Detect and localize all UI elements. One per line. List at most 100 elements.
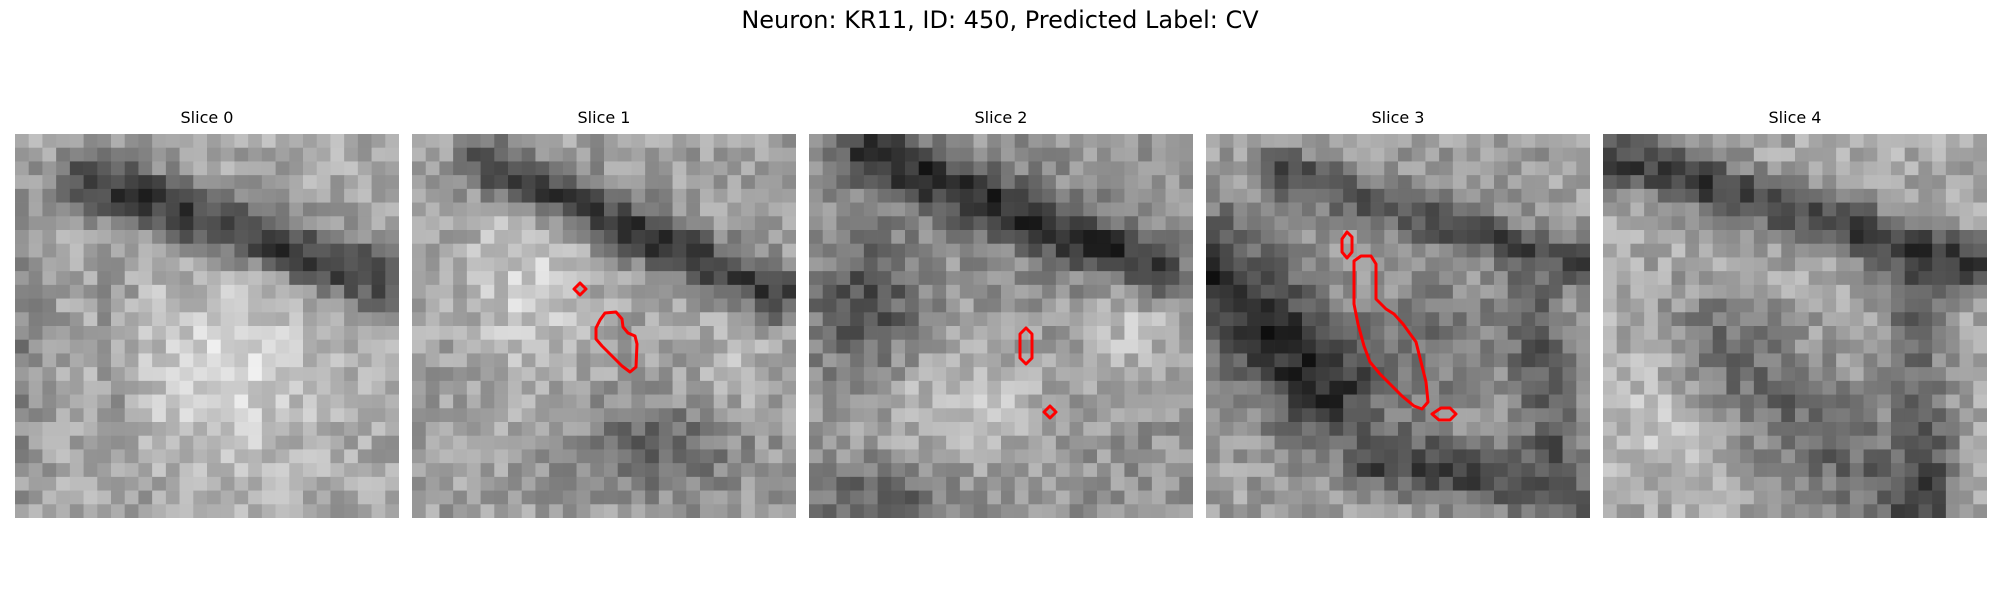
pixel <box>1274 422 1289 437</box>
pixel <box>1849 422 1864 437</box>
pixel <box>1028 161 1043 176</box>
pixel <box>891 175 906 190</box>
pixel <box>1452 463 1467 478</box>
pixel <box>330 408 345 423</box>
pixel <box>946 312 961 327</box>
pixel <box>1671 216 1686 231</box>
pixel <box>686 298 701 313</box>
pixel <box>1247 134 1262 149</box>
pixel <box>494 243 509 258</box>
pixel <box>1603 380 1618 395</box>
pixel <box>357 435 372 450</box>
pixel <box>590 312 605 327</box>
pixel <box>220 202 235 217</box>
pixel <box>562 271 577 286</box>
pixel <box>1671 353 1686 368</box>
pixel <box>56 230 71 245</box>
pixel <box>357 476 372 491</box>
pixel <box>1042 353 1057 368</box>
pixel <box>42 339 57 354</box>
pixel <box>466 202 481 217</box>
pixel <box>330 339 345 354</box>
pixel <box>15 147 30 162</box>
pixel <box>1001 422 1016 437</box>
pixel <box>480 298 495 313</box>
pixel <box>1138 271 1153 286</box>
pixel <box>1151 422 1166 437</box>
pixel <box>152 449 167 464</box>
pixel <box>1781 298 1796 313</box>
pixel <box>809 449 824 464</box>
pixel <box>1932 339 1947 354</box>
pixel <box>289 339 304 354</box>
pixel <box>494 134 509 149</box>
pixel <box>1480 230 1495 245</box>
pixel <box>1767 161 1782 176</box>
pixel <box>1808 326 1823 341</box>
pixel <box>1918 284 1933 299</box>
pixel <box>521 175 536 190</box>
pixel <box>357 175 372 190</box>
pixel <box>56 449 71 464</box>
pixel <box>1891 298 1906 313</box>
pixel <box>1712 134 1727 149</box>
pixel <box>371 408 386 423</box>
pixel <box>1042 463 1057 478</box>
pixel <box>1795 380 1810 395</box>
pixel <box>1781 257 1796 272</box>
pixel <box>549 216 564 231</box>
pixel <box>1356 216 1371 231</box>
pixel <box>1370 284 1385 299</box>
pixel <box>1671 504 1686 518</box>
pixel <box>727 243 742 258</box>
pixel <box>1891 243 1906 258</box>
pixel <box>303 353 318 368</box>
pixel <box>809 504 824 518</box>
pixel <box>466 284 481 299</box>
pixel <box>275 134 290 149</box>
pixel <box>1630 298 1645 313</box>
pixel <box>1480 202 1495 217</box>
pixel <box>1124 326 1139 341</box>
pixel <box>1247 463 1262 478</box>
pixel <box>1480 435 1495 450</box>
pixel <box>891 202 906 217</box>
pixel <box>1151 257 1166 272</box>
pixel <box>590 175 605 190</box>
pixel <box>1343 476 1358 491</box>
pixel <box>1480 147 1495 162</box>
pixel <box>1494 161 1509 176</box>
pixel <box>1069 216 1084 231</box>
pixel <box>1411 476 1426 491</box>
pixel <box>1069 367 1084 382</box>
pixel <box>1439 380 1454 395</box>
pixel <box>1918 134 1933 149</box>
pixel <box>330 353 345 368</box>
pixel <box>1671 134 1686 149</box>
pixel <box>1494 147 1509 162</box>
pixel <box>686 339 701 354</box>
pixel <box>425 188 440 203</box>
pixel <box>83 394 98 409</box>
pixel <box>604 298 619 313</box>
pixel <box>97 435 112 450</box>
pixel <box>1918 422 1933 437</box>
pixel <box>1466 271 1481 286</box>
pixel <box>193 188 208 203</box>
pixel <box>1932 271 1947 286</box>
pixel <box>1726 134 1741 149</box>
pixel <box>69 380 84 395</box>
pixel <box>617 380 632 395</box>
pixel <box>1535 380 1550 395</box>
pixel <box>1657 490 1672 505</box>
pixel <box>1932 134 1947 149</box>
pixel <box>165 394 180 409</box>
pixel <box>1452 188 1467 203</box>
pixel <box>1603 463 1618 478</box>
pixel <box>1384 422 1399 437</box>
pixel <box>672 326 687 341</box>
pixel <box>1740 243 1755 258</box>
pixel <box>316 408 331 423</box>
pixel <box>124 243 139 258</box>
pixel <box>56 367 71 382</box>
